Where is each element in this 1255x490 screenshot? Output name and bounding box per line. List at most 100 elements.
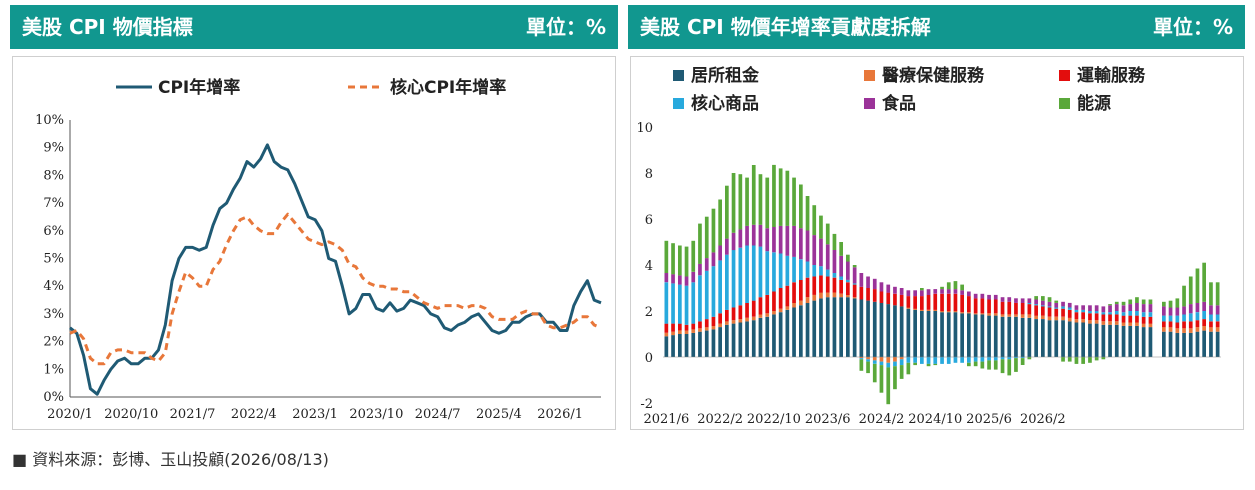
transport-bar-segment <box>825 276 830 293</box>
energy-bar-segment <box>859 359 864 371</box>
transport-bar-segment <box>1121 315 1126 323</box>
transport-bar-segment <box>967 296 971 313</box>
core-goods-bar-segment <box>1108 312 1112 315</box>
energy-bar-segment <box>1101 357 1106 360</box>
core-goods-bar-segment <box>1209 314 1213 322</box>
core-goods-bar-segment <box>664 282 669 324</box>
energy-bar-segment <box>839 242 843 256</box>
medical-bar-segment <box>993 313 998 316</box>
medical-bar-segment <box>745 317 749 322</box>
legend-swatch <box>1059 70 1070 81</box>
food-bar-segment <box>785 225 790 256</box>
energy-bar-segment <box>1007 359 1012 376</box>
legend-label: 核心商品 <box>691 93 759 114</box>
core-goods-bar-segment <box>785 255 790 286</box>
transport-bar-segment <box>1215 321 1220 328</box>
energy-bar-segment <box>1121 301 1126 306</box>
medical-bar-segment <box>946 311 951 313</box>
food-bar-segment <box>805 230 810 262</box>
medical-bar-segment <box>718 323 722 328</box>
medical-bar-segment <box>1027 314 1032 318</box>
core-goods-bar-segment <box>678 284 682 324</box>
energy-bar-segment <box>718 199 722 246</box>
energy-bar-segment <box>799 184 803 229</box>
medical-bar-segment <box>899 357 904 360</box>
core-goods-bar-segment <box>1000 357 1005 360</box>
rent-bar-segment <box>852 298 857 357</box>
medical-bar-segment <box>893 357 897 362</box>
medical-bar-segment <box>812 294 817 301</box>
medical-bar-segment <box>819 292 823 299</box>
energy-bar-segment <box>758 174 763 225</box>
transport-bar-segment <box>765 294 770 314</box>
core-goods-bar-segment <box>1027 302 1032 305</box>
medical-bar-segment <box>778 308 783 313</box>
food-bar-segment <box>933 289 938 294</box>
y-tick-label: 8 <box>645 167 653 182</box>
energy-bar-segment <box>1020 358 1025 365</box>
food-bar-segment <box>1114 304 1119 311</box>
core-goods-bar-segment <box>1195 312 1200 321</box>
food-bar-segment <box>1014 298 1018 303</box>
transport-bar-segment <box>1128 315 1133 323</box>
medical-bar-segment <box>1141 323 1146 328</box>
core-goods-bar-segment <box>920 357 924 364</box>
cpi-line-chart-panel: 0% 1% 2% 3% 4% 5% 6% 7% 8% 9% 10% 2020/1 2020/10 2021… <box>12 56 616 430</box>
y-tick-label: 9% <box>43 141 64 156</box>
core-goods-bar-segment <box>993 357 998 361</box>
core-goods-bar-segment <box>1114 311 1119 315</box>
rent-bar-segment <box>738 322 743 357</box>
transport-bar-segment <box>691 323 696 330</box>
transport-bar-segment <box>1188 321 1193 329</box>
core-goods-bar-segment <box>1101 312 1106 315</box>
food-bar-segment <box>899 288 904 295</box>
energy-bar-segment <box>731 173 736 233</box>
rent-bar-segment <box>1067 321 1072 357</box>
energy-bar-segment <box>751 165 756 225</box>
transport-bar-segment <box>1007 301 1012 315</box>
legend-label: CPI年增率 <box>158 77 240 98</box>
transport-bar-segment <box>792 282 796 303</box>
transport-bar-segment <box>799 279 803 301</box>
energy-bar-segment <box>926 363 931 367</box>
core-goods-bar-segment <box>1061 306 1065 309</box>
core-goods-bar-segment <box>1202 311 1206 320</box>
core-goods-bar-segment <box>691 282 696 324</box>
core-goods-bar-segment <box>731 250 736 308</box>
medical-bar-segment <box>1034 315 1038 319</box>
medical-bar-segment <box>960 312 964 314</box>
rent-bar-segment <box>758 317 763 357</box>
energy-bar-segment <box>792 177 796 226</box>
rent-bar-segment <box>1195 331 1200 357</box>
core-goods-bar-segment <box>859 358 864 360</box>
food-bar-segment <box>711 252 716 267</box>
transport-bar-segment <box>758 297 763 315</box>
medical-bar-segment <box>980 313 985 315</box>
energy-bar-segment <box>993 360 998 370</box>
energy-bar-segment <box>1034 296 1038 300</box>
energy-bar-segment <box>805 196 810 231</box>
y-tick-label: 0 <box>645 351 653 366</box>
core-goods-bar-segment <box>893 361 897 367</box>
rent-bar-segment <box>684 334 689 357</box>
medical-bar-segment <box>920 309 924 311</box>
transport-bar-segment <box>980 298 985 314</box>
energy-bar-segment <box>678 245 682 276</box>
medical-bar-segment <box>1162 327 1166 332</box>
left-panel-header: 美股 CPI 物價指標 單位：% <box>10 5 618 49</box>
medical-bar-segment <box>1195 327 1200 332</box>
core-goods-bar-segment <box>980 357 985 362</box>
core-goods-bar-segment <box>933 357 938 364</box>
y-tick-label: 6% <box>43 224 64 239</box>
core-goods-bar-segment <box>1041 305 1045 307</box>
food-bar-segment <box>751 224 756 246</box>
food-bar-segment <box>1141 304 1146 313</box>
rent-bar-segment <box>920 311 924 357</box>
x-tick-label: 2024/2 <box>859 412 905 427</box>
medical-bar-segment <box>1101 321 1106 325</box>
core-goods-bar-segment <box>778 253 783 288</box>
medical-bar-segment <box>738 319 743 323</box>
medical-bar-segment <box>879 357 884 362</box>
rent-bar-segment <box>987 315 991 357</box>
medical-bar-segment <box>684 330 689 334</box>
